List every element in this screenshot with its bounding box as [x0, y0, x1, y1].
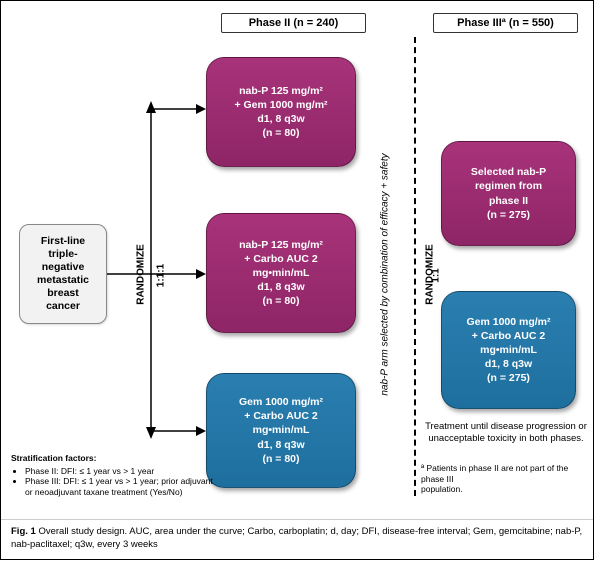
entry-population-text: First-line triple- negative metastatic b… [37, 235, 89, 314]
caption-label: Fig. 1 [11, 526, 36, 537]
randomize-phase3-ratio: 1:1 [431, 261, 442, 291]
stratification-title: Stratification factors: [11, 453, 221, 464]
stratification-item: Phase II: DFI: ≤ 1 year vs > 1 year [25, 466, 221, 477]
phase3-footnote: ª Patients in phase II are not part of t… [421, 463, 591, 495]
phase2-arm2-text: nab-P 125 mg/m² + Carbo AUC 2 mg•min/mL … [239, 238, 323, 309]
phase2-arm3-box: Gem 1000 mg/m² + Carbo AUC 2 mg•min/mL d… [206, 373, 356, 488]
phase2-arm1-text: nab-P 125 mg/m² + Gem 1000 mg/m² d1, 8 q… [234, 84, 327, 141]
entry-population-box: First-line triple- negative metastatic b… [19, 224, 107, 324]
phase3-header: Phase IIIª (n = 550) [433, 13, 578, 33]
phase2-arm1-box: nab-P 125 mg/m² + Gem 1000 mg/m² d1, 8 q… [206, 57, 356, 167]
randomize-phase2-label: RANDOMIZE [136, 235, 147, 315]
phase3-arm2-text: Gem 1000 mg/m² + Carbo AUC 2 mg•min/mL d… [466, 315, 550, 386]
treatment-note: Treatment until disease progression or u… [421, 421, 591, 445]
phase3-arm1-text: Selected nab-P regimen from phase II (n … [471, 165, 546, 222]
phase3-arm1-box: Selected nab-P regimen from phase II (n … [441, 141, 576, 246]
selection-label: nab-P arm selected by combination of eff… [380, 115, 391, 435]
phase3-arm2-box: Gem 1000 mg/m² + Carbo AUC 2 mg•min/mL d… [441, 291, 576, 409]
phase2-header: Phase II (n = 240) [221, 13, 366, 33]
caption-text: Overall study design. AUC, area under th… [11, 526, 582, 549]
stratification-block: Stratification factors: Phase II: DFI: ≤… [11, 453, 221, 498]
stratification-item: Phase III: DFI: ≤ 1 year vs > 1 year; pr… [25, 476, 221, 497]
figure-caption: Fig. 1 Overall study design. AUC, area u… [1, 519, 593, 559]
phase2-arm2-box: nab-P 125 mg/m² + Carbo AUC 2 mg•min/mL … [206, 213, 356, 333]
randomize-phase2-ratio: 1:1:1 [156, 256, 167, 296]
phase-separator-line [414, 37, 416, 496]
phase2-arm3-text: Gem 1000 mg/m² + Carbo AUC 2 mg•min/mL d… [239, 395, 323, 466]
